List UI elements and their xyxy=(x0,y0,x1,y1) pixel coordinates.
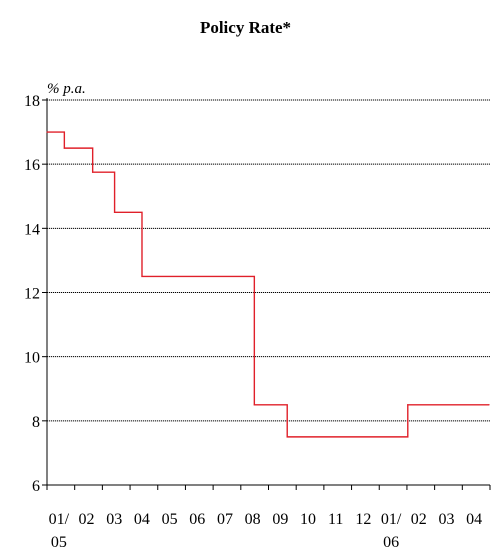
x-tick-label: 01/ xyxy=(381,511,402,528)
chart-title: Policy Rate* xyxy=(199,18,292,37)
rate-change-point xyxy=(113,211,116,213)
x-tick-label: 02 xyxy=(411,511,427,528)
y-tick-label: 8 xyxy=(32,414,40,431)
axes xyxy=(46,98,490,486)
x-tick-label: 07 xyxy=(217,511,233,528)
rate-change-point xyxy=(141,275,143,278)
x-tick-label: 04 xyxy=(466,511,482,528)
y-tick-label: 10 xyxy=(24,350,40,367)
x-tick-year-label: 05 xyxy=(51,534,67,550)
policy-rate-line xyxy=(47,131,490,438)
rate-change-point xyxy=(286,436,288,438)
x-tick-label: 06 xyxy=(189,511,205,528)
y-tick-label: 18 xyxy=(24,93,40,110)
rate-change-point xyxy=(488,404,490,406)
x-tick-label: 03 xyxy=(438,511,454,528)
y-unit-label: % p.a. xyxy=(47,81,86,97)
y-tick-label: 6 xyxy=(32,478,40,495)
x-tick-label: 09 xyxy=(272,511,288,528)
y-axis-ticks: 6 8 10 12 14 16 18 xyxy=(24,93,47,495)
rate-change-point xyxy=(46,131,48,133)
x-tick-label: 11 xyxy=(328,511,343,528)
x-tick-label: 05 xyxy=(162,511,178,528)
y-tick-label: 12 xyxy=(24,286,40,303)
x-tick-label: 08 xyxy=(245,511,261,528)
rate-change-point xyxy=(92,171,94,173)
x-tick-label: 02 xyxy=(79,511,95,528)
gridlines xyxy=(47,99,490,422)
x-tick-label: 12 xyxy=(355,511,371,528)
y-tick-label: 14 xyxy=(24,221,40,238)
x-tick-year-label: 06 xyxy=(383,534,399,550)
x-tick-label: 10 xyxy=(300,511,316,528)
y-tick-label: 16 xyxy=(24,157,40,174)
x-tick-label: 04 xyxy=(134,511,150,528)
rate-change-point xyxy=(407,404,409,406)
x-tick-label: 03 xyxy=(106,511,122,528)
series-group xyxy=(46,131,490,438)
rate-change-point xyxy=(253,404,255,406)
x-tick-label: 01/ xyxy=(49,511,70,528)
x-axis-ticks: 01/05 02 03 04 05 06 07 08 09 10 11 12 01/06 02 03 04 xyxy=(46,485,491,550)
rate-change-point xyxy=(63,147,65,149)
